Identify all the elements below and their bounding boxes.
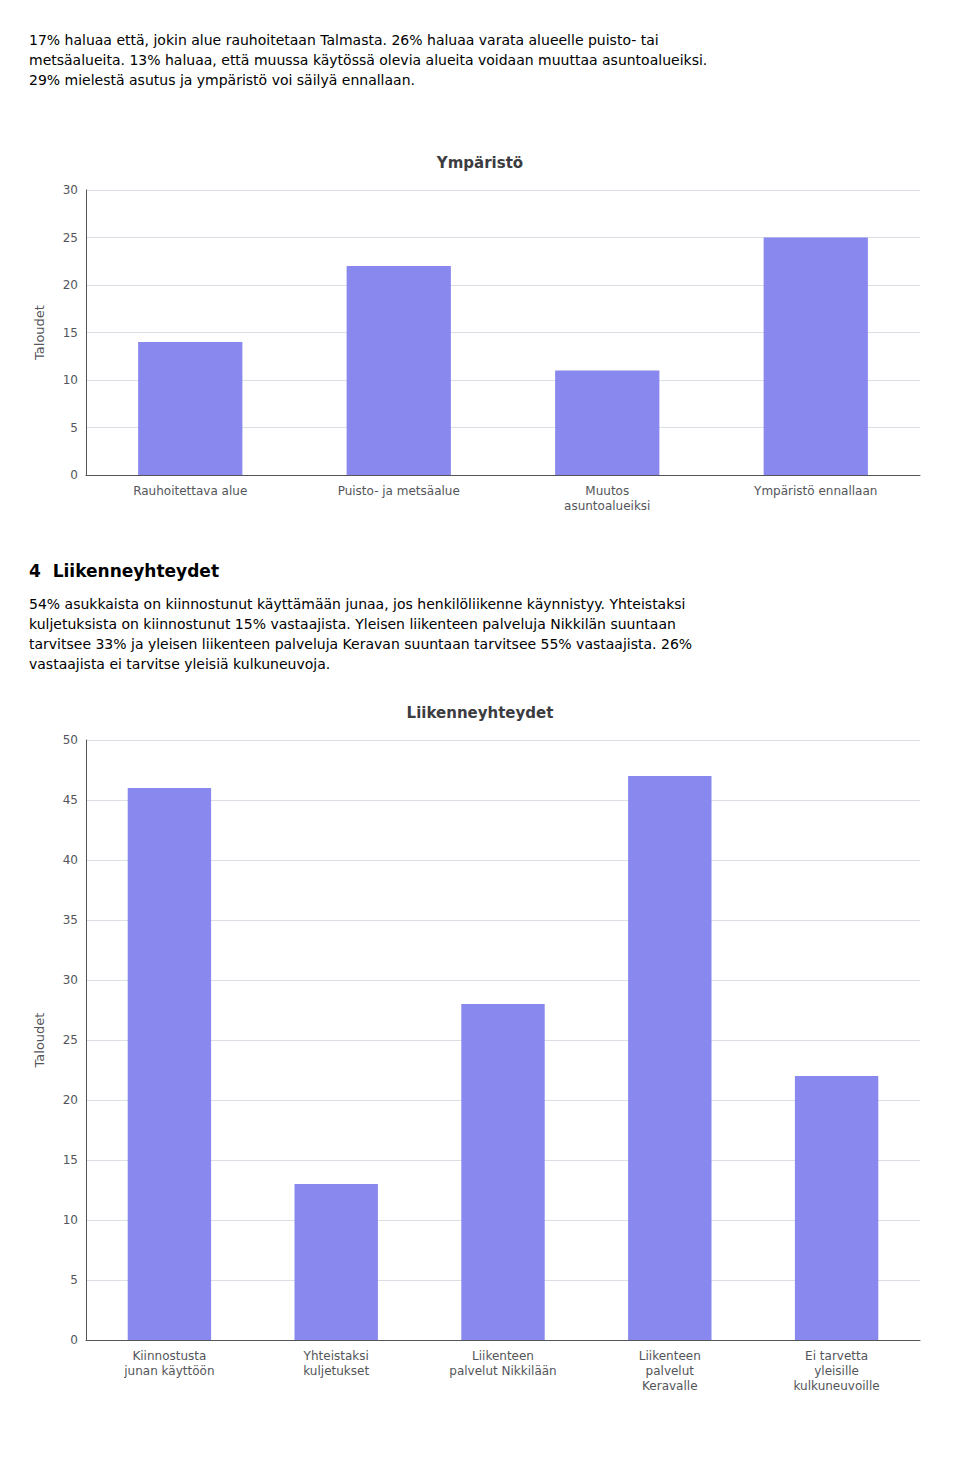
svg-text:17% haluaa että, jokin alue ra: 17% haluaa että, jokin alue rauhoitetaan… [29, 32, 659, 48]
svg-text:palvelut: palvelut [646, 1364, 695, 1378]
svg-text:30: 30 [63, 973, 78, 987]
svg-text:25: 25 [63, 1033, 78, 1047]
svg-text:kulkuneuvoille: kulkuneuvoille [794, 1379, 880, 1393]
svg-text:asuntoalueiksi: asuntoalueiksi [564, 499, 650, 513]
svg-text:Taloudet: Taloudet [32, 1013, 47, 1069]
svg-text:30: 30 [63, 183, 78, 197]
svg-text:junan käyttöön: junan käyttöön [123, 1364, 214, 1378]
svg-text:Ympäristö ennallaan: Ympäristö ennallaan [753, 484, 877, 498]
svg-text:20: 20 [63, 1093, 78, 1107]
svg-text:kuljetuksista on kiinnostunut: kuljetuksista on kiinnostunut 15% vastaa… [29, 616, 676, 632]
svg-text:Rauhoitettava alue: Rauhoitettava alue [133, 484, 247, 498]
svg-text:29% mielestä asutus ja ympäris: 29% mielestä asutus ja ympäristö voi säi… [29, 72, 415, 88]
svg-text:Keravalle: Keravalle [642, 1379, 697, 1393]
svg-text:tarvitsee 33% ja yleisen liike: tarvitsee 33% ja yleisen liikenteen palv… [29, 636, 692, 652]
svg-text:5: 5 [70, 1273, 78, 1287]
svg-text:0: 0 [70, 1333, 78, 1347]
svg-text:metsäalueita. 13% haluaa, että: metsäalueita. 13% haluaa, että muussa kä… [29, 52, 707, 68]
svg-text:Ei tarvetta: Ei tarvetta [805, 1349, 868, 1363]
svg-text:yleisille: yleisille [814, 1364, 859, 1378]
svg-text:vastaajista ei tarvitse yleisi: vastaajista ei tarvitse yleisiä kulkuneu… [29, 656, 330, 672]
svg-text:Yhteistaksi: Yhteistaksi [303, 1349, 369, 1363]
svg-text:Liikenteen: Liikenteen [639, 1349, 701, 1363]
svg-text:15: 15 [63, 1153, 78, 1167]
svg-text:35: 35 [63, 913, 78, 927]
svg-text:25: 25 [63, 231, 78, 245]
svg-text:40: 40 [63, 853, 78, 867]
svg-text:Liikenneyhteydet: Liikenneyhteydet [407, 704, 554, 722]
svg-text:10: 10 [63, 373, 78, 387]
svg-text:15: 15 [63, 326, 78, 340]
svg-text:Ympäristö: Ympäristö [436, 154, 523, 172]
svg-text:Taloudet: Taloudet [32, 305, 47, 361]
svg-text:4 Liikenneyhteydet: 4 Liikenneyhteydet [29, 561, 219, 581]
svg-text:5: 5 [70, 421, 78, 435]
svg-text:0: 0 [70, 468, 78, 482]
svg-text:kuljetukset: kuljetukset [303, 1364, 369, 1378]
svg-text:Puisto- ja metsäalue: Puisto- ja metsäalue [338, 484, 460, 498]
svg-text:50: 50 [63, 733, 78, 747]
svg-text:Muutos: Muutos [585, 484, 629, 498]
svg-text:Liikenteen: Liikenteen [472, 1349, 534, 1363]
svg-text:45: 45 [63, 793, 78, 807]
svg-text:Kiinnostusta: Kiinnostusta [132, 1349, 206, 1363]
svg-text:20: 20 [63, 278, 78, 292]
svg-text:palvelut Nikkilään: palvelut Nikkilään [449, 1364, 556, 1378]
svg-text:54% asukkaista on kiinnostunut: 54% asukkaista on kiinnostunut käyttämää… [29, 596, 686, 612]
svg-text:10: 10 [63, 1213, 78, 1227]
